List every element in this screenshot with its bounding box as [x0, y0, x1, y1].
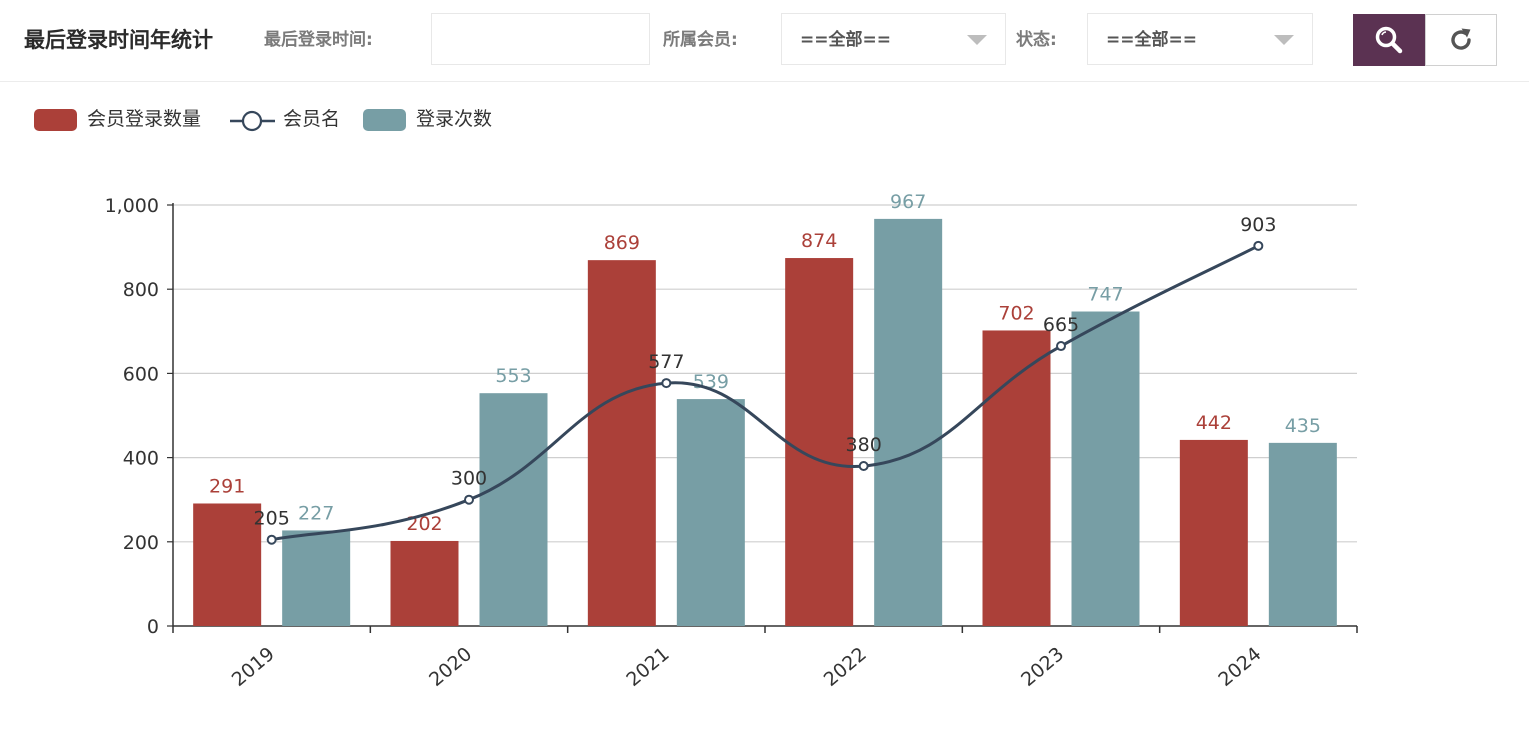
y-tick-label: 200	[123, 532, 159, 554]
line-data-label: 903	[1240, 214, 1276, 236]
bar-data-label: 442	[1196, 412, 1232, 434]
line-point	[661, 378, 672, 389]
legend-item-login-times[interactable]: 登录次数	[363, 104, 508, 134]
status-select[interactable]: ==全部==	[1087, 13, 1313, 65]
member-label: 所属会员:	[663, 30, 738, 50]
line-data-label: 205	[254, 508, 290, 530]
line-data-label: 665	[1043, 314, 1079, 336]
legend-swatch-member-name	[230, 110, 275, 132]
chevron-down-icon	[1274, 35, 1294, 45]
line-series-member-name	[271, 244, 1260, 542]
y-tick-label: 800	[123, 279, 159, 301]
bar	[282, 530, 351, 626]
bar	[1179, 439, 1248, 626]
y-tick-label: 0	[147, 616, 159, 638]
y-tick-label: 400	[123, 448, 159, 470]
legend-label-member-name: 会员名	[283, 108, 341, 130]
reset-button[interactable]	[1425, 14, 1497, 66]
bar	[1268, 442, 1337, 626]
line-point	[464, 494, 474, 505]
legend-swatch-member-login-count	[34, 109, 77, 131]
x-tick-label: 2024	[1214, 643, 1265, 691]
legend-item-member-login-count[interactable]: 会员登录数量	[34, 104, 219, 134]
bar	[193, 503, 262, 626]
bar-data-label: 747	[1087, 284, 1123, 306]
x-tick-label: 2022	[820, 643, 871, 691]
search-button[interactable]	[1353, 14, 1425, 66]
line-data-label: 300	[451, 468, 487, 490]
bar	[390, 540, 459, 626]
x-tick-label: 2020	[425, 643, 476, 691]
bar	[676, 399, 745, 626]
legend-label-member-login-count: 会员登录数量	[87, 108, 202, 130]
line-point	[1056, 341, 1066, 352]
member-select[interactable]: ==全部==	[781, 13, 1006, 65]
legend-item-member-name[interactable]: 会员名	[230, 104, 350, 134]
bar-data-label: 874	[801, 230, 837, 252]
bar-data-label: 869	[604, 232, 640, 254]
chevron-down-icon	[967, 35, 987, 45]
legend-swatch-login-times	[363, 109, 406, 131]
bar-data-label: 227	[298, 502, 334, 524]
bar-data-label: 967	[890, 191, 926, 213]
bar	[479, 393, 548, 626]
line-data-label: 577	[648, 351, 684, 373]
bar-data-label: 435	[1285, 415, 1321, 437]
filter-toolbar: 最后登录时间年统计 最后登录时间: 所属会员: ==全部== 状态: ==全部=…	[0, 0, 1529, 82]
page-title: 最后登录时间年统计	[24, 28, 213, 52]
member-select-value: ==全部==	[800, 30, 891, 50]
x-tick-label: 2021	[622, 643, 673, 691]
status-select-value: ==全部==	[1106, 30, 1197, 50]
line-point	[266, 534, 277, 545]
bar	[1071, 311, 1140, 626]
bar-data-label: 702	[998, 302, 1034, 324]
bar-data-label: 291	[209, 475, 245, 497]
y-tick-label: 600	[123, 363, 159, 385]
y-tick-label: 1,000	[105, 195, 159, 217]
refresh-icon	[1451, 28, 1471, 50]
line-point	[858, 461, 869, 472]
login-time-input[interactable]	[431, 13, 650, 65]
line-point	[1253, 240, 1264, 251]
x-tick-label: 2023	[1017, 643, 1068, 691]
bar	[982, 330, 1051, 626]
bar	[785, 258, 854, 626]
search-icon	[1375, 26, 1403, 54]
status-label: 状态:	[1016, 30, 1057, 50]
legend-label-login-times: 登录次数	[416, 108, 493, 130]
bar-data-label: 553	[495, 365, 531, 387]
bar	[874, 218, 943, 626]
login-time-label: 最后登录时间:	[264, 30, 373, 50]
line-data-label: 380	[846, 434, 882, 456]
x-tick-label: 2019	[228, 643, 279, 691]
bar	[587, 260, 656, 626]
